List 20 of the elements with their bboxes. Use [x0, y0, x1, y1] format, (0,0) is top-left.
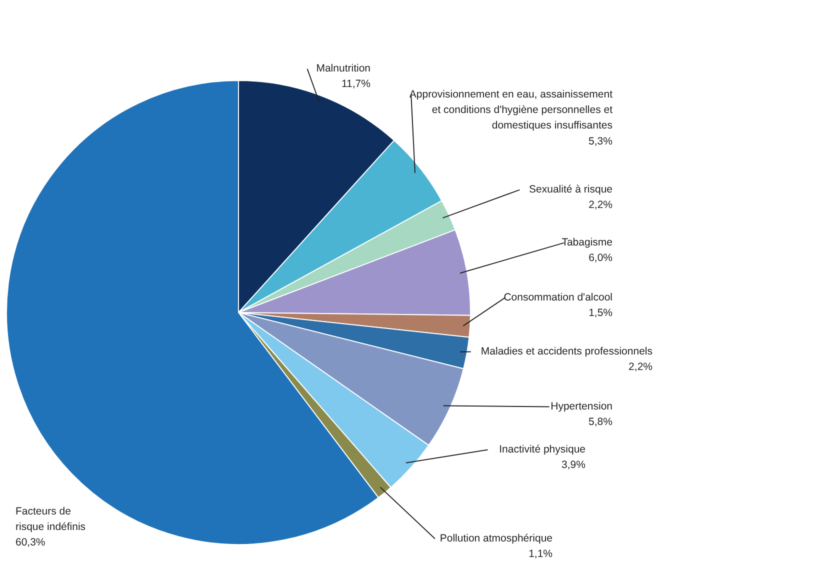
data-label: 1,5%: [588, 307, 613, 320]
slice-label: Inactivité physique: [499, 444, 586, 456]
slice-label: Maladies et accidents professionnels: [480, 346, 653, 358]
slice-label: Consommation d'alcool: [504, 292, 613, 304]
slice-label: Malnutrition: [316, 62, 371, 74]
data-label: 5,8%: [588, 416, 613, 428]
data-label: 1,1%: [528, 548, 553, 560]
data-label: 60,3%: [16, 536, 46, 549]
data-label: 5,3%: [588, 135, 613, 148]
slice-label: Sexualité à risque: [529, 184, 613, 196]
data-label: 2,2%: [588, 199, 613, 212]
slice-label: Hypertension: [550, 400, 613, 412]
data-label: 6,0%: [588, 252, 613, 264]
data-label: 2,2%: [628, 361, 653, 374]
slice-label: Pollution atmosphérique: [440, 532, 553, 544]
data-label: 11,7%: [342, 78, 371, 90]
slice-label: Approvisionnement en eau, assainissement et conditions d'hygiène personnelles et domestiques insuffisantes: [409, 88, 613, 132]
data-label: 3,9%: [562, 459, 586, 472]
slice-label: Tabagisme: [562, 236, 613, 248]
slice-label: Facteurs de risque indéfinis: [16, 506, 86, 534]
